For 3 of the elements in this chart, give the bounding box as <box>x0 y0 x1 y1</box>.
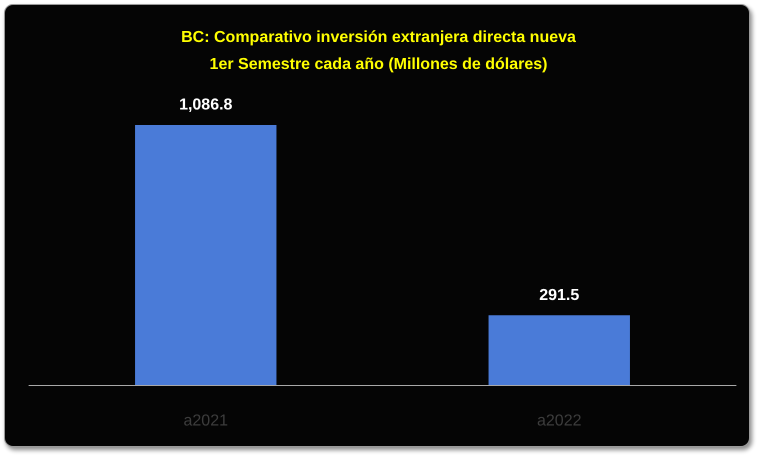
data-label: 1,086.8 <box>179 96 233 114</box>
data-label: 291.5 <box>539 286 580 304</box>
chart-title: BC: Comparativo inversión extranjera directa nueva 1er Semestre cada año (Millones de dólares) <box>181 29 576 73</box>
